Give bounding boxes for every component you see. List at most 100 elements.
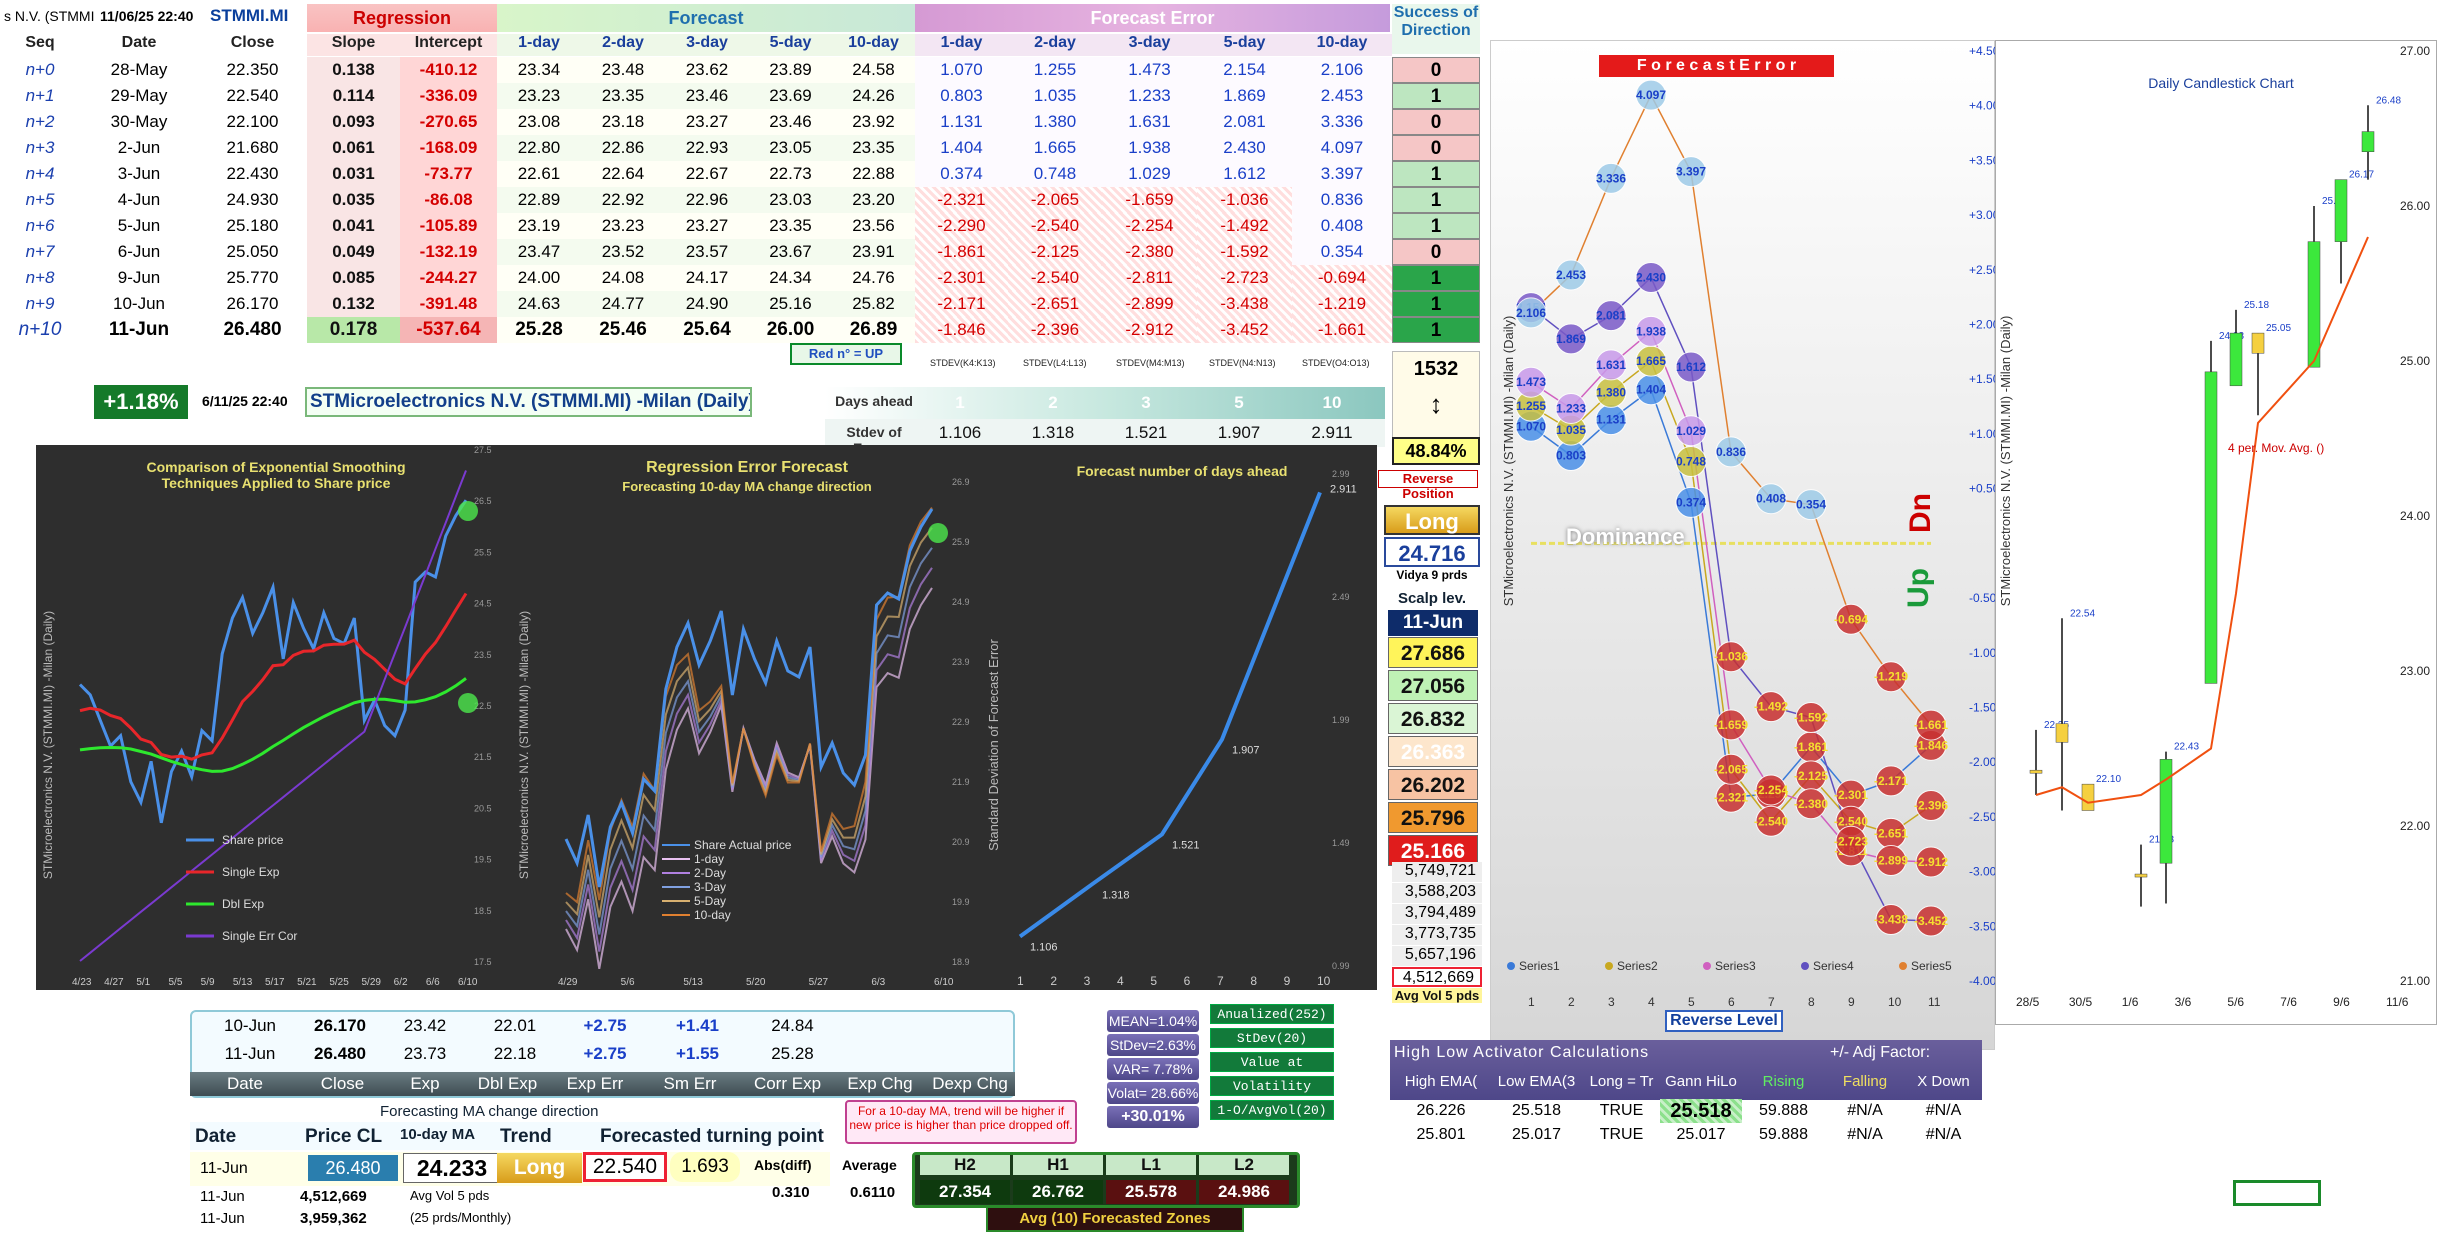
up-label: Up xyxy=(1902,568,1935,608)
series-point xyxy=(1875,765,1907,797)
cell-error: -2.301 xyxy=(915,265,1008,291)
data-label: 1.521 xyxy=(1172,839,1200,851)
cell-close: 22.350 xyxy=(226,60,279,79)
cell-forecast: 24.90 xyxy=(665,291,749,317)
y-tick: 17.5 xyxy=(474,957,492,967)
stat-button[interactable]: StDev(20) xyxy=(1210,1028,1334,1048)
cell-error: -2.065 xyxy=(1008,187,1102,213)
trend-date: 11-Jun xyxy=(200,1160,248,1177)
col-header: Date xyxy=(80,34,198,56)
legend-label: Single Err Cor xyxy=(222,929,297,943)
x-tick: 5/17 xyxy=(265,977,285,988)
cell-direction: 1 xyxy=(1392,265,1480,291)
cell-forecast: 23.19 xyxy=(497,213,581,239)
selected-cell[interactable] xyxy=(2233,1180,2321,1206)
volume-row-cell: 3,959,362 xyxy=(300,1210,367,1227)
col-header: 2-day xyxy=(1008,34,1102,56)
hl-cell: 59.888 xyxy=(1759,1126,1808,1143)
cell-error: 1.070 xyxy=(915,57,1008,83)
y-tick: 27.00 xyxy=(2400,44,2430,58)
cell-error: -2.811 xyxy=(1102,265,1197,291)
turning-diff: 1.693 xyxy=(670,1152,740,1182)
cell-error: -2.899 xyxy=(1102,291,1197,317)
series-forecast xyxy=(565,507,933,905)
legend-swatch xyxy=(1605,962,1613,970)
exp-cell: 25.28 xyxy=(771,1044,814,1063)
cell-forecast: 23.08 xyxy=(497,109,581,135)
candle-body xyxy=(2307,241,2321,368)
x-tick: 4/23 xyxy=(72,977,92,988)
cell-forecast: 23.69 xyxy=(749,83,832,109)
x-tick: 9/6 xyxy=(2333,995,2350,1009)
reverse-position-label: Reverse Position xyxy=(1378,470,1478,501)
scalp-level: 26.832 xyxy=(1388,703,1478,734)
point-label: -3.438 xyxy=(1874,913,1908,927)
volume-value: 5,749,721 xyxy=(1392,862,1482,882)
cell-intercept: -132.19 xyxy=(400,239,497,265)
exp-cell: 26.170 xyxy=(314,1016,366,1035)
cell-error: 1.938 xyxy=(1102,135,1197,161)
cell-error: -2.254 xyxy=(1102,213,1197,239)
stat-badge: VAR= 7.78% xyxy=(1107,1058,1199,1080)
stat-button[interactable]: Volatility SQRT(252) xyxy=(1210,1076,1334,1114)
point-label: -2.254 xyxy=(1754,783,1788,797)
col-header: 3-day xyxy=(1102,34,1197,56)
cell-forecast: 23.18 xyxy=(581,109,665,135)
cell-slope: 0.061 xyxy=(307,135,400,161)
y-tick: 21.5 xyxy=(474,752,492,762)
hl-header-cell: Rising xyxy=(1762,1073,1805,1090)
cell-forecast: 22.86 xyxy=(581,135,665,161)
x-tick: 2 xyxy=(1050,974,1057,988)
cell-error: -1.661 xyxy=(1292,317,1392,343)
col-header: 10-day xyxy=(832,34,915,56)
cell-forecast: 23.67 xyxy=(749,239,832,265)
hl-header-cell: Falling xyxy=(1842,1073,1888,1090)
stat-button[interactable]: Value at Risk(252) xyxy=(1210,1052,1334,1090)
reverse-level-button[interactable]: Reverse Level xyxy=(1665,1010,1783,1032)
cell-date: 5-Jun xyxy=(117,216,161,235)
y-tick: 20.9 xyxy=(952,837,970,847)
point-label: -2.912 xyxy=(1914,855,1948,869)
y-tick: 2.49 xyxy=(1332,592,1350,602)
candle-body xyxy=(2251,332,2265,354)
cell-error: 1.380 xyxy=(1008,109,1102,135)
cell-close: 21.680 xyxy=(226,138,279,157)
point-label: 2.430 xyxy=(1636,270,1666,284)
x-tick: 6/10 xyxy=(458,977,478,988)
long-badge: Long xyxy=(1384,505,1480,535)
zones-caption: Avg (10) Forecasted Zones xyxy=(986,1206,1244,1232)
cell-slope: 0.041 xyxy=(307,213,400,239)
cell-date: 30-May xyxy=(110,112,168,131)
average-label: Average xyxy=(842,1157,897,1173)
hl-cell: #N/A xyxy=(1847,1126,1883,1143)
data-label: 1.106 xyxy=(1030,941,1058,953)
x-tick: 6/6 xyxy=(426,977,440,988)
x-tick: 5/29 xyxy=(362,977,382,988)
cell-error: 0.374 xyxy=(915,161,1008,187)
cell-seq: n+5 xyxy=(25,190,55,209)
exp-header: Exp Err xyxy=(550,1072,640,1096)
x-tick: 7 xyxy=(1217,974,1224,988)
cell-forecast: 23.23 xyxy=(497,83,581,109)
series-point xyxy=(1875,845,1907,877)
cell-forecast: 23.27 xyxy=(665,213,749,239)
point-label: -2.065 xyxy=(1714,762,1748,776)
trend-header-cell: Trend xyxy=(500,1126,552,1147)
scalp-level: 25.166 xyxy=(1388,835,1478,866)
cell-slope: 0.085 xyxy=(307,265,400,291)
cell-error: -2.651 xyxy=(1008,291,1102,317)
red-n-up-button[interactable]: Red n° = UP xyxy=(790,343,902,365)
legend-label: 10-day xyxy=(694,908,731,922)
stat-button[interactable]: Anualized(252) xyxy=(1210,1004,1334,1024)
volume-value: 3,794,489 xyxy=(1392,904,1482,924)
x-tick: 1 xyxy=(1528,995,1535,1009)
cell-forecast: 26.89 xyxy=(832,317,915,343)
y-tick: 21.9 xyxy=(952,777,970,787)
cell-error: 1.131 xyxy=(915,109,1008,135)
series-share-price xyxy=(78,499,468,824)
exp-cell: 26.480 xyxy=(314,1044,366,1063)
point-label: -2.540 xyxy=(1834,814,1868,828)
hl-header-cell: Gann HiLo xyxy=(1665,1073,1737,1090)
stat-button[interactable]: 1-O/AvgVol(20) xyxy=(1210,1100,1334,1120)
days-ahead-value: 3 xyxy=(1141,393,1151,412)
